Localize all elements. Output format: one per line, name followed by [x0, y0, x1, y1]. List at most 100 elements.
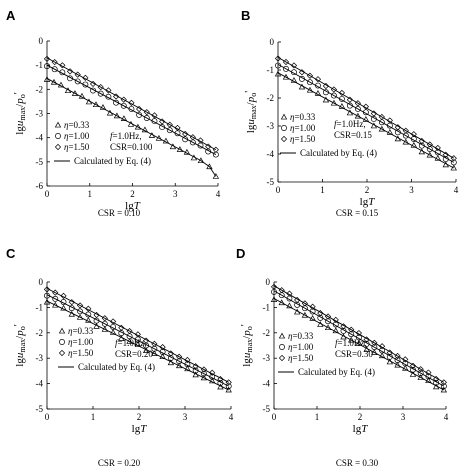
- data-point-a-triangle: [155, 134, 163, 141]
- data-point-d-triangle: [425, 377, 432, 384]
- y-tick-label-c: -2: [36, 328, 44, 338]
- data-point-a-diamond: [151, 112, 158, 119]
- y-tick-label-a: -6: [36, 181, 44, 191]
- data-point-a-circle: [74, 78, 81, 85]
- data-point-c-circle: [85, 311, 92, 318]
- y-tick-label-c: 0: [39, 277, 44, 287]
- x-tick-label-d: 1: [315, 412, 320, 422]
- data-point-b-diamond: [418, 137, 425, 145]
- y-axis-label-b: lgumax/po': [243, 91, 258, 133]
- data-point-b-circle: [330, 92, 337, 99]
- legend-marker-a-triangle: [54, 121, 62, 128]
- y-tick-label-a: -3: [36, 109, 44, 119]
- data-point-c-triangle: [60, 304, 67, 311]
- data-point-d-diamond: [363, 336, 370, 343]
- data-point-b-diamond: [282, 58, 290, 66]
- legend-marker-c-circle: [59, 339, 65, 345]
- legend-c: η=0.33η=1.00η=1.50 f=1.0Hz,CSR=0.20 Calcul…: [58, 326, 155, 372]
- chart-a: 0 1 2 3 40-1-2-3-4-5-6lgTlgumax/po'η=0.33η=1…: [12, 36, 221, 212]
- data-point-b-triangle: [370, 122, 378, 129]
- data-point-b-diamond: [362, 103, 369, 110]
- chart-c: 0 1 2 3 4 0 -1 -2 -3 -4 -5 lgT lgumax/po' η=0.33η=1.0…: [12, 277, 234, 435]
- data-point-b-circle: [354, 105, 361, 112]
- data-point-a-diamond: [197, 137, 204, 144]
- legend-a: η=0.33η=1.00η=1.50 f=1.0Hz,CSR=0.100 Calcu…: [54, 120, 153, 166]
- legend-label-c-circle: η=1.00: [68, 337, 94, 347]
- x-tick-label-b: 3: [409, 185, 414, 195]
- data-point-d-circle: [394, 357, 401, 364]
- fit-line-d-triangle: [273, 298, 445, 391]
- data-point-b-triangle: [314, 89, 322, 96]
- y-tick-label-a: 0: [39, 36, 44, 46]
- y-tick-label-a: -2: [36, 84, 44, 94]
- legend-fit-label-d: Calculated by Eq. (4): [298, 367, 375, 377]
- data-point-a-triangle: [92, 101, 100, 108]
- x-tick-label-d: 3: [401, 412, 406, 422]
- legend-label-b-triangle: η=0.33: [290, 112, 316, 122]
- data-point-c-diamond: [184, 356, 191, 364]
- data-point-a-circle: [51, 66, 58, 73]
- data-point-a-triangle: [169, 143, 177, 150]
- y-tick-label-d: -3: [263, 353, 271, 363]
- data-point-c-triangle: [142, 347, 150, 353]
- data-point-c-diamond: [109, 318, 117, 325]
- data-point-c-triangle: [184, 365, 191, 372]
- data-point-c-diamond: [200, 366, 208, 373]
- legend-marker-c-triangle: [58, 327, 66, 334]
- data-point-d-triangle: [440, 386, 448, 393]
- y-tick-label-a: -4: [36, 133, 44, 143]
- data-point-b-triangle: [450, 164, 457, 171]
- x-tick-label-a: 4: [216, 189, 221, 199]
- data-point-b-triangle: [442, 161, 449, 168]
- y-axis-label-d: lgumax/po': [239, 324, 254, 366]
- data-point-b-circle: [426, 146, 433, 152]
- data-point-a-circle: [105, 93, 112, 100]
- data-point-b-diamond: [274, 55, 282, 62]
- x-axis-label-d: lgT: [353, 423, 369, 435]
- data-point-b-triangle: [330, 99, 338, 106]
- data-point-b-diamond: [330, 86, 338, 93]
- legend-fit-label-b: Calculated by Eq. (4): [300, 148, 377, 158]
- y-axis-label-a: lgumax/po': [12, 92, 27, 134]
- y-tick-label-c: -3: [36, 353, 44, 363]
- data-point-b-triangle: [402, 138, 410, 145]
- legend-marker-d-triangle: [278, 332, 286, 339]
- data-point-a-triangle: [190, 154, 198, 161]
- panel-caption-a: CSR = 0.10: [98, 208, 141, 218]
- y-tick-label-d: -5: [263, 404, 271, 414]
- data-point-d-diamond: [425, 369, 432, 376]
- legend-marker-b-diamond: [280, 135, 288, 143]
- data-point-d-diamond: [409, 362, 417, 369]
- data-point-c-circle: [217, 380, 224, 386]
- data-point-c-circle: [176, 358, 183, 365]
- x-tick-label-b: 0: [276, 185, 281, 195]
- data-point-a-diamond: [43, 55, 51, 62]
- data-point-c-diamond: [93, 311, 100, 319]
- data-point-a-circle: [143, 115, 150, 121]
- data-point-b-diamond: [346, 96, 354, 103]
- data-point-c-diamond: [76, 302, 84, 309]
- data-point-b-triangle: [354, 112, 362, 119]
- fit-line-tail-a: [200, 160, 210, 168]
- y-tick-label-b: -5: [267, 177, 275, 187]
- y-tick-label-c: -1: [36, 302, 44, 312]
- data-point-d-diamond: [317, 310, 324, 317]
- x-tick-label-a: 1: [88, 189, 93, 199]
- data-point-c-circle: [200, 370, 207, 377]
- legend-label-b-diamond: η=1.50: [290, 134, 316, 144]
- data-point-a-diamond: [74, 71, 81, 78]
- panel-d: D 0 1 2 3 40-1-2-3-4-5lgTlgumax/po'η=0.33η=1…: [236, 246, 449, 468]
- data-point-d-triangle: [324, 324, 332, 331]
- legend-param-a: f=1.0Hz,: [110, 131, 142, 141]
- data-point-c-triangle: [68, 310, 75, 317]
- panel-letter-b: B: [241, 8, 250, 23]
- data-point-d-triangle: [293, 308, 301, 315]
- data-point-d-triangle: [270, 296, 278, 302]
- legend-param-c: CSR=0.20: [115, 349, 153, 359]
- data-point-b-diamond: [450, 155, 457, 162]
- data-point-a-diamond: [212, 146, 219, 153]
- data-point-a-triangle: [141, 126, 149, 133]
- legend-marker-b-circle: [281, 125, 287, 131]
- data-point-c-circle: [77, 308, 83, 315]
- y-tick-label-d: -4: [263, 379, 271, 389]
